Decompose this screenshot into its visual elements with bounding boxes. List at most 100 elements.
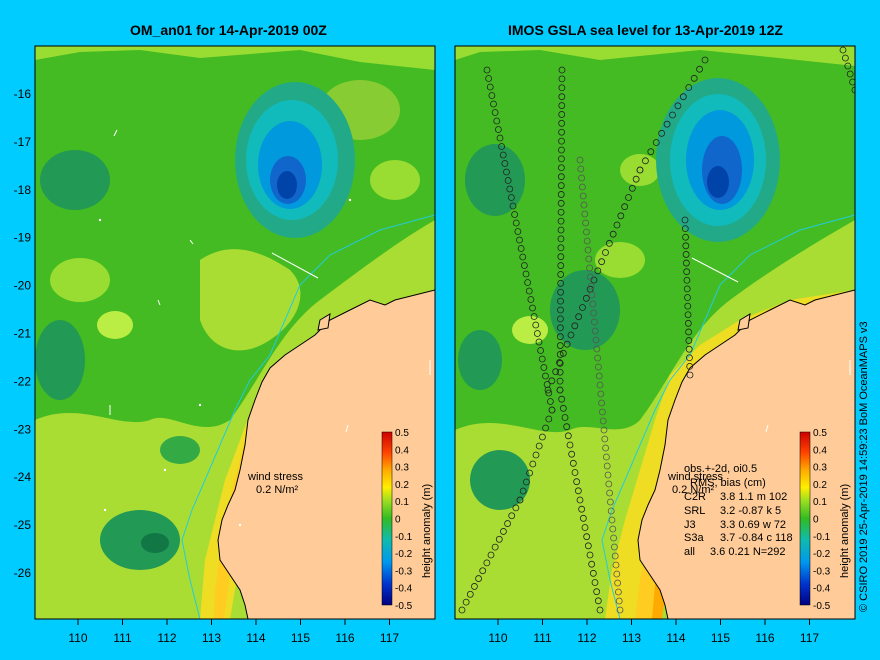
altimeter-obs (609, 230, 617, 238)
altimeter-obs (607, 507, 615, 515)
stats-row: 3.2 -0.87 k 5 (720, 505, 781, 517)
altimeter-obs (523, 478, 530, 486)
altimeter-obs (599, 417, 607, 425)
altimeter-obs (499, 151, 507, 159)
left-map: wind stress 0.2 N/m² (34, 45, 436, 620)
x-tick-label: 114 (666, 631, 685, 645)
altimeter-obs (516, 496, 524, 504)
altimeter-obs (591, 318, 598, 326)
altimeter-obs (556, 342, 564, 349)
altimeter-obs (529, 460, 537, 468)
right-panel-title: IMOS GSLA sea level for 13-Apr-2019 12Z (508, 22, 783, 38)
colorbar-tick-label: 0 (813, 515, 819, 526)
altimeter-obs (548, 377, 556, 385)
altimeter-obs (557, 271, 565, 278)
altimeter-obs (593, 345, 601, 353)
altimeter-obs (587, 282, 595, 290)
altimeter-obs (587, 273, 594, 281)
altimeter-obs (681, 225, 689, 233)
altimeter-obs (573, 478, 581, 486)
altimeter-obs (526, 469, 533, 477)
altimeter-obs (586, 264, 593, 272)
altimeter-obs (595, 363, 602, 371)
altimeter-obs (556, 368, 564, 376)
altimeter-obs (506, 185, 514, 193)
colorbar-tick-label: 0.3 (395, 463, 409, 474)
stats-row: S3a (684, 532, 704, 544)
altimeter-obs (584, 542, 592, 550)
x-tick-label: 116 (755, 631, 774, 645)
altimeter-obs (520, 262, 528, 269)
y-tick-label: -26 (14, 566, 32, 580)
altimeter-obs (557, 235, 565, 243)
x-tick-label: 111 (533, 631, 552, 645)
y-tick-label: -19 (14, 231, 32, 245)
altimeter-obs (575, 313, 583, 321)
altimeter-obs (685, 337, 693, 344)
stats-row: 3.7 -0.84 c 118 (720, 532, 793, 544)
altimeter-obs (571, 469, 579, 476)
altimeter-obs (603, 462, 611, 470)
altimeter-obs (683, 276, 691, 284)
altimeter-obs (669, 111, 676, 119)
altimeter-obs (479, 567, 487, 575)
altimeter-obs (582, 294, 590, 302)
right-stats-header: obs.+-2d, oi0.5 (684, 463, 757, 475)
altimeter-obs (558, 75, 566, 83)
altimeter-obs (581, 524, 589, 531)
altimeter-obs (563, 340, 571, 348)
altimeter-obs (613, 570, 621, 578)
altimeter-obs (682, 242, 690, 250)
altimeter-obs (602, 249, 609, 256)
colorbar-tick-label: 0.2 (395, 480, 409, 491)
y-tick-label: -17 (14, 135, 32, 149)
altimeter-obs (493, 117, 501, 125)
altimeter-obs (593, 588, 601, 596)
altimeter-obs (557, 253, 565, 261)
altimeter-obs (642, 157, 649, 165)
altimeter-obs (485, 75, 493, 82)
colorbar-tick-label: -0.1 (813, 532, 831, 543)
altimeter-obs (568, 450, 576, 458)
stats-row: 3.8 1.1 m 102 (720, 491, 787, 503)
altimeter-obs (512, 504, 520, 512)
colorbar-tick-label: 0.5 (395, 428, 409, 439)
altimeter-obs (530, 313, 538, 320)
altimeter-obs (475, 575, 482, 582)
altimeter-obs (507, 194, 515, 201)
altimeter-obs (563, 423, 571, 431)
altimeter-obs (527, 296, 535, 303)
x-tick-label: 113 (202, 631, 221, 645)
left-panel-title: OM_an01 for 14-Apr-2019 00Z (130, 22, 327, 38)
altimeter-obs (701, 56, 709, 64)
altimeter-obs (684, 311, 692, 319)
altimeter-obs (606, 489, 613, 497)
altimeter-obs (686, 362, 694, 370)
altimeter-obs (682, 259, 690, 267)
altimeter-obs (566, 441, 574, 449)
altimeter-obs (519, 487, 527, 495)
altimeter-obs (558, 84, 566, 92)
altimeter-obs (685, 328, 693, 336)
altimeter-obs (556, 324, 564, 332)
altimeter-obs (558, 128, 566, 136)
altimeter-obs (517, 245, 525, 252)
altimeter-obs (556, 351, 564, 358)
altimeter-obs (556, 359, 563, 366)
colorbar-tick-label: -0.3 (395, 566, 413, 577)
colorbar-tick-label: -0.5 (395, 601, 413, 612)
altimeter-obs (525, 287, 533, 295)
altimeter-obs (558, 111, 566, 118)
altimeter-obs (556, 386, 564, 394)
altimeter-obs (557, 288, 565, 296)
altimeter-obs (682, 233, 689, 241)
stats-row: C2R (684, 491, 706, 503)
x-tick-label: 114 (246, 631, 265, 645)
altimeter-obs (559, 349, 567, 357)
altimeter-obs (545, 415, 553, 423)
altimeter-obs (682, 251, 690, 258)
altimeter-obs (542, 424, 549, 432)
y-axis: -16 -17 -18 -19 -20 -21 -22 -23 -24 -25 -26 (14, 87, 32, 580)
altimeter-obs (647, 148, 655, 156)
y-tick-label: -24 (14, 470, 32, 484)
